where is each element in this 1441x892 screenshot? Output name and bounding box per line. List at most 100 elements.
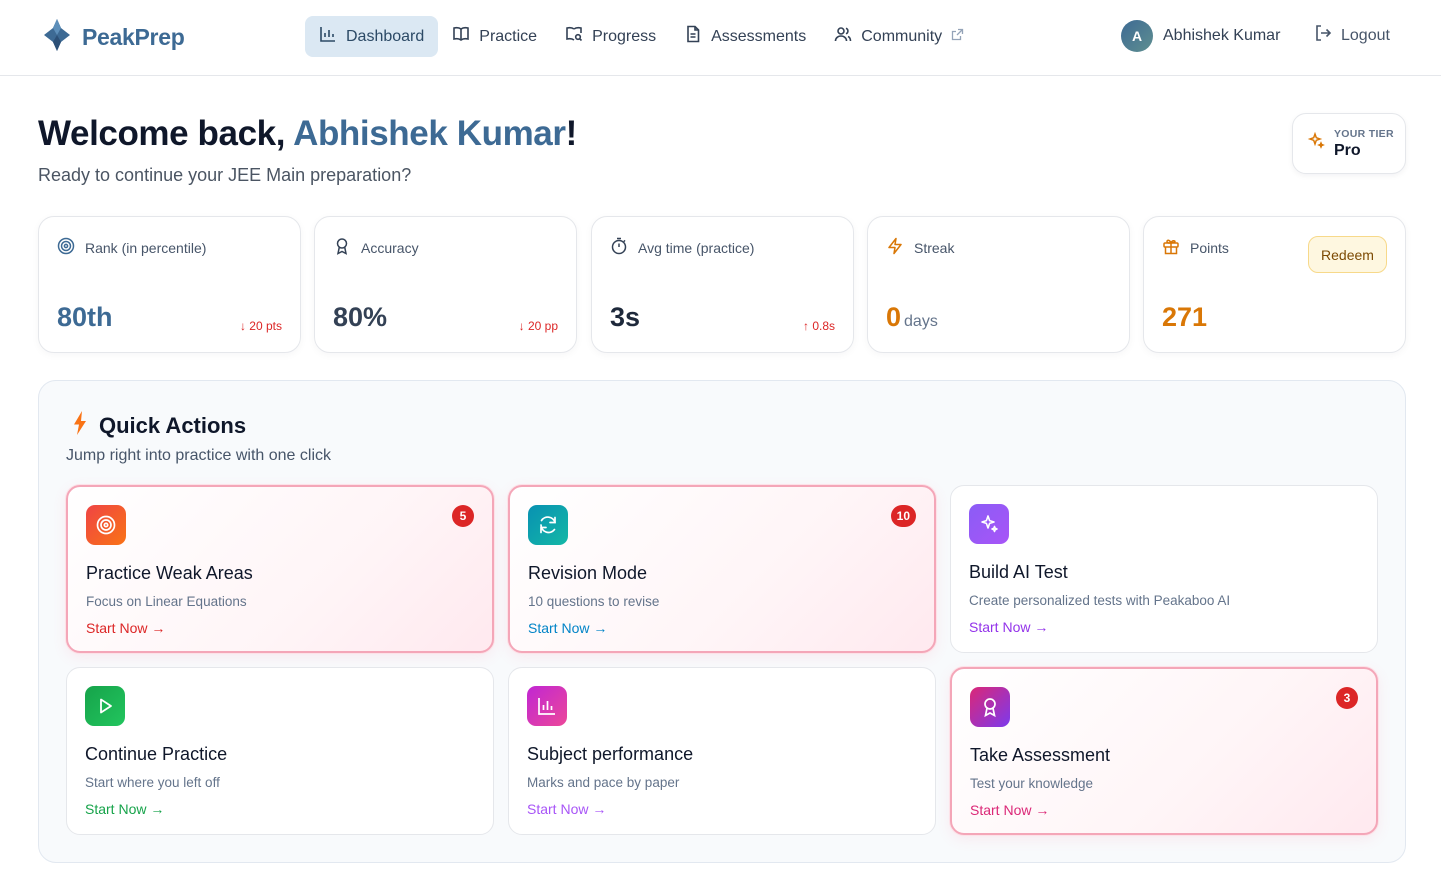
- nav-practice-label: Practice: [479, 27, 538, 45]
- target-icon: [57, 237, 75, 258]
- card-title: Take Assessment: [970, 745, 1111, 765]
- card-title: Practice Weak Areas: [86, 563, 253, 583]
- welcome-user-name: Abhishek Kumar: [293, 114, 566, 153]
- card-description: Start where you left off: [85, 775, 220, 790]
- card-description: Create personalized tests with Peakaboo …: [969, 593, 1231, 608]
- stat-value: 271: [1162, 302, 1208, 332]
- card-take-assessment[interactable]: 3 Take Assessment Test your knowledge St…: [950, 667, 1378, 835]
- welcome-suffix: !: [565, 114, 578, 153]
- card-description: Test your knowledge: [970, 776, 1094, 791]
- peak-logo-icon: [42, 18, 72, 57]
- nav-assessments[interactable]: Assessments: [670, 16, 820, 57]
- card-continue-practice[interactable]: Continue Practice Start where you left o…: [66, 667, 494, 835]
- award-icon: [970, 687, 1010, 727]
- card-revision-mode[interactable]: 10 Revision Mode 10 questions to revise …: [508, 485, 936, 653]
- target-icon: [86, 505, 126, 545]
- nav-progress[interactable]: Progress: [551, 16, 670, 57]
- bar-chart-icon: [319, 25, 337, 48]
- start-now-link[interactable]: Start Now →: [528, 620, 608, 636]
- stat-card-rank: Rank (in percentile) 80th ↓ 20 pts: [38, 216, 301, 353]
- nav-assessments-label: Assessments: [711, 27, 807, 45]
- start-now-link[interactable]: Start Now →: [970, 802, 1050, 818]
- streak-unit: days: [904, 313, 938, 330]
- quick-actions-panel: Quick Actions Jump right into practice w…: [38, 380, 1406, 863]
- start-now-link[interactable]: Start Now →: [969, 619, 1049, 635]
- stat-label: Points: [1190, 239, 1229, 256]
- card-build-ai-test[interactable]: Build AI Test Create personalized tests …: [950, 485, 1378, 653]
- sparkles-icon: [969, 504, 1009, 544]
- logout-label: Logout: [1341, 26, 1390, 44]
- tier-value: Pro: [1334, 141, 1361, 159]
- stat-value: 3s: [610, 302, 641, 332]
- start-now-link[interactable]: Start Now →: [527, 801, 607, 817]
- stat-delta: ↓ 20 pp: [518, 319, 558, 333]
- quick-actions-heading: Quick Actions: [99, 413, 247, 438]
- count-badge: 10: [890, 505, 916, 527]
- book-open-icon: [452, 25, 470, 48]
- stat-value: 80%: [333, 302, 388, 332]
- logout-button[interactable]: Logout: [1314, 24, 1390, 47]
- streak-count: 0: [886, 302, 902, 332]
- nav-community-label: Community: [861, 27, 943, 45]
- quick-actions-subtitle: Jump right into practice with one click: [66, 447, 331, 464]
- external-link-icon: [951, 28, 964, 46]
- welcome-prefix: Welcome back,: [38, 114, 294, 153]
- sparkles-icon: [1307, 131, 1325, 155]
- brand-name: PeakPrep: [82, 24, 185, 50]
- logout-icon: [1314, 24, 1332, 47]
- document-icon: [684, 25, 702, 48]
- avatar: A: [1121, 20, 1153, 52]
- stat-card-points: Points Redeem 271: [1143, 216, 1406, 353]
- page-title: Welcome back, Abhishek Kumar!: [38, 114, 577, 154]
- start-now-link[interactable]: Start Now →: [86, 620, 166, 636]
- stat-card-accuracy: Accuracy 80% ↓ 20 pp: [314, 216, 577, 353]
- nav-dashboard-label: Dashboard: [346, 27, 425, 45]
- stat-label: Rank (in percentile): [85, 239, 207, 256]
- users-icon: [834, 25, 852, 48]
- card-description: 10 questions to revise: [528, 594, 660, 609]
- count-badge: 5: [452, 505, 474, 527]
- quick-actions-title: Quick Actions: [73, 411, 246, 441]
- stat-label: Streak: [914, 239, 955, 256]
- award-icon: [333, 237, 351, 258]
- bar-chart-icon: [527, 686, 567, 726]
- stat-label: Accuracy: [361, 239, 419, 256]
- user-name: Abhishek Kumar: [1163, 27, 1281, 44]
- card-title: Subject performance: [527, 744, 694, 764]
- stat-card-streak: Streak 0 days: [867, 216, 1130, 353]
- stat-delta: ↑ 0.8s: [802, 319, 835, 333]
- gift-icon: [1162, 237, 1180, 258]
- card-title: Continue Practice: [85, 744, 228, 764]
- user-menu[interactable]: A Abhishek Kumar: [1121, 20, 1280, 52]
- top-nav-bar: PeakPrep Dashboard Practice Progress Ass…: [0, 0, 1441, 76]
- card-title: Build AI Test: [969, 562, 1068, 582]
- tier-badge[interactable]: YOUR TIER Pro: [1292, 113, 1406, 174]
- stat-label: Avg time (practice): [638, 239, 755, 256]
- play-icon: [85, 686, 125, 726]
- page-subtitle: Ready to continue your JEE Main preparat…: [38, 165, 412, 185]
- stat-card-avg-time: Avg time (practice) 3s ↑ 0.8s: [591, 216, 854, 353]
- nav-dashboard[interactable]: Dashboard: [305, 16, 439, 57]
- card-subject-performance[interactable]: Subject performance Marks and pace by pa…: [508, 667, 936, 835]
- lightning-icon: [73, 411, 87, 441]
- nav-progress-label: Progress: [592, 27, 657, 45]
- stat-delta: ↓ 20 pts: [239, 319, 282, 333]
- tier-label: YOUR TIER: [1334, 127, 1394, 140]
- book-search-icon: [565, 25, 583, 48]
- brand-logo[interactable]: PeakPrep: [42, 18, 185, 57]
- redeem-button[interactable]: Redeem: [1308, 236, 1387, 273]
- zap-icon: [886, 237, 904, 258]
- nav-practice[interactable]: Practice: [438, 16, 551, 57]
- count-badge: 3: [1336, 687, 1358, 709]
- stat-value: 0 days: [886, 302, 938, 333]
- card-practice-weak-areas[interactable]: 5 Practice Weak Areas Focus on Linear Eq…: [66, 485, 494, 653]
- card-description: Focus on Linear Equations: [86, 594, 247, 609]
- stat-value: 80th: [57, 302, 113, 332]
- nav-community[interactable]: Community: [820, 16, 978, 57]
- card-title: Revision Mode: [528, 563, 648, 583]
- refresh-icon: [528, 505, 568, 545]
- timer-icon: [610, 237, 628, 258]
- main-nav: Dashboard Practice Progress Assessments …: [305, 16, 978, 57]
- card-description: Marks and pace by paper: [527, 775, 680, 790]
- start-now-link[interactable]: Start Now →: [85, 801, 165, 817]
